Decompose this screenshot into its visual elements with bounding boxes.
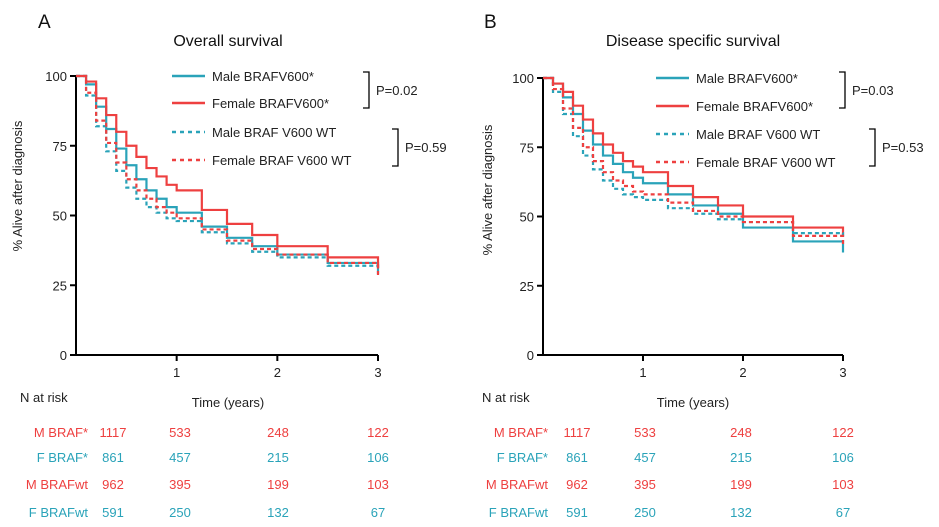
panel-a-legend-label: Female BRAFV600* — [212, 96, 329, 111]
panel-b-y-tick-label: 0 — [527, 348, 534, 363]
panel-b-x-axis-label: Time (years) — [657, 395, 729, 410]
panel-a-risk-row-label: F BRAF* — [37, 450, 88, 465]
panel-b-p-value-braf: P=0.03 — [852, 83, 894, 98]
panel-b-y-tick-label: 50 — [520, 210, 534, 225]
panel-b-risk-value: 215 — [730, 450, 752, 465]
panel-a-p-bracket — [392, 128, 399, 167]
panel-a-risk-value: 250 — [169, 505, 191, 520]
panel-a-risk-row-label: M BRAFwt — [26, 477, 89, 492]
panel-b-x-tick-label: 2 — [739, 365, 746, 380]
panel-a-x-tick-label: 1 — [173, 365, 180, 380]
panel-a-risk-row-label: M BRAF* — [34, 425, 88, 440]
panel-a-p-bracket — [363, 71, 370, 109]
panel-b-letter: B — [484, 12, 497, 33]
panel-b-series-line-4 — [543, 76, 845, 247]
panel-b-y-tick-label: 75 — [520, 140, 534, 155]
panel-b-x-tick-label: 3 — [839, 365, 846, 380]
panel-b-y-tick-label: 100 — [512, 71, 534, 86]
panel-a-y-tick-label: 75 — [53, 139, 67, 154]
panel-a-overall-survival: A Overall survival % Alive after diagnos… — [10, 12, 447, 520]
panel-a-y-tick-label: 50 — [53, 209, 67, 224]
panel-b-risk-value: 199 — [730, 477, 752, 492]
panel-b-risk-row-label: F BRAFwt — [489, 505, 549, 520]
panel-b-title: Disease specific survival — [606, 33, 780, 50]
panel-b-risk-row-label: M BRAF* — [494, 425, 548, 440]
panel-b-risk-value: 591 — [566, 505, 588, 520]
panel-b-disease-specific-survival: B Disease specific survival % Alive afte… — [480, 12, 924, 520]
panel-b-y-tick-label: 25 — [520, 279, 534, 294]
panel-b-risk-value: 457 — [634, 450, 656, 465]
panel-b-legend-label: Female BRAFV600* — [696, 99, 813, 114]
panel-a-series-line-4 — [76, 74, 380, 277]
panel-a-y-tick-label: 0 — [60, 348, 67, 363]
panel-a-legend-label: Male BRAFV600* — [212, 69, 314, 84]
panel-a-risk-value: 199 — [267, 477, 289, 492]
panel-b-risk-value: 103 — [832, 477, 854, 492]
panel-a-x-tick-label: 3 — [374, 365, 381, 380]
panel-b-y-axis-label: % Alive after diagnosis — [480, 124, 495, 255]
panel-b-legend-label: Male BRAFV600* — [696, 71, 798, 86]
panel-a-p-value-wt: P=0.59 — [405, 140, 447, 155]
panel-a-risk-value: 103 — [367, 477, 389, 492]
panel-b-p-value-wt: P=0.53 — [882, 140, 924, 155]
panel-b-risk-header: N at risk — [482, 390, 530, 405]
panel-a-risk-value: 962 — [102, 477, 124, 492]
panel-a-risk-value: 248 — [267, 425, 289, 440]
panel-b-risk-value: 1117 — [564, 425, 591, 440]
panel-a-risk-value: 457 — [169, 450, 191, 465]
panel-b-risk-value: 106 — [832, 450, 854, 465]
panel-a-risk-value: 106 — [367, 450, 389, 465]
panel-a-y-tick-label: 100 — [45, 69, 67, 84]
panel-b-risk-value: 962 — [566, 477, 588, 492]
panel-b-x-tick-label: 1 — [639, 365, 646, 380]
panel-b-series-line-2 — [543, 76, 845, 236]
panel-a-x-tick-label: 2 — [274, 365, 281, 380]
panel-a-risk-value: 591 — [102, 505, 124, 520]
panel-b-risk-value: 533 — [634, 425, 656, 440]
panel-b-risk-value: 122 — [832, 425, 854, 440]
panel-b-legend-label: Female BRAF V600 WT — [696, 155, 835, 170]
panel-a-legend-label: Male BRAF V600 WT — [212, 125, 336, 140]
panel-b-risk-row-label: M BRAFwt — [486, 477, 549, 492]
panel-b-risk-value: 250 — [634, 505, 656, 520]
panel-a-p-value-braf: P=0.02 — [376, 83, 418, 98]
panel-a-series-line-3 — [76, 74, 380, 275]
panel-b-risk-value: 132 — [730, 505, 752, 520]
panel-a-risk-value: 861 — [102, 450, 124, 465]
panel-a-risk-value: 533 — [169, 425, 191, 440]
panel-b-risk-value: 248 — [730, 425, 752, 440]
panel-a-risk-value: 1117 — [100, 425, 127, 440]
panel-a-risk-header: N at risk — [20, 390, 68, 405]
panel-b-p-bracket — [839, 71, 846, 109]
panel-a-risk-value: 215 — [267, 450, 289, 465]
panel-a-risk-row-label: F BRAFwt — [29, 505, 89, 520]
panel-a-legend-label: Female BRAF V600 WT — [212, 153, 351, 168]
panel-a-risk-value: 132 — [267, 505, 289, 520]
panel-a-title: Overall survival — [173, 33, 282, 50]
panel-b-p-bracket — [869, 128, 876, 167]
panel-b-risk-value: 67 — [836, 505, 850, 520]
panel-a-y-axis-label: % Alive after diagnosis — [10, 120, 25, 251]
panel-a-risk-value: 122 — [367, 425, 389, 440]
panel-a-risk-value: 67 — [371, 505, 385, 520]
panel-b-risk-value: 395 — [634, 477, 656, 492]
panel-b-legend-label: Male BRAF V600 WT — [696, 127, 820, 142]
panel-b-risk-value: 861 — [566, 450, 588, 465]
panel-a-letter: A — [38, 12, 51, 33]
panel-a-risk-value: 395 — [169, 477, 191, 492]
panel-a-x-axis-label: Time (years) — [192, 395, 264, 410]
panel-a-series-line-2 — [76, 74, 380, 269]
panel-a-y-tick-label: 25 — [53, 278, 67, 293]
panel-b-risk-row-label: F BRAF* — [497, 450, 548, 465]
